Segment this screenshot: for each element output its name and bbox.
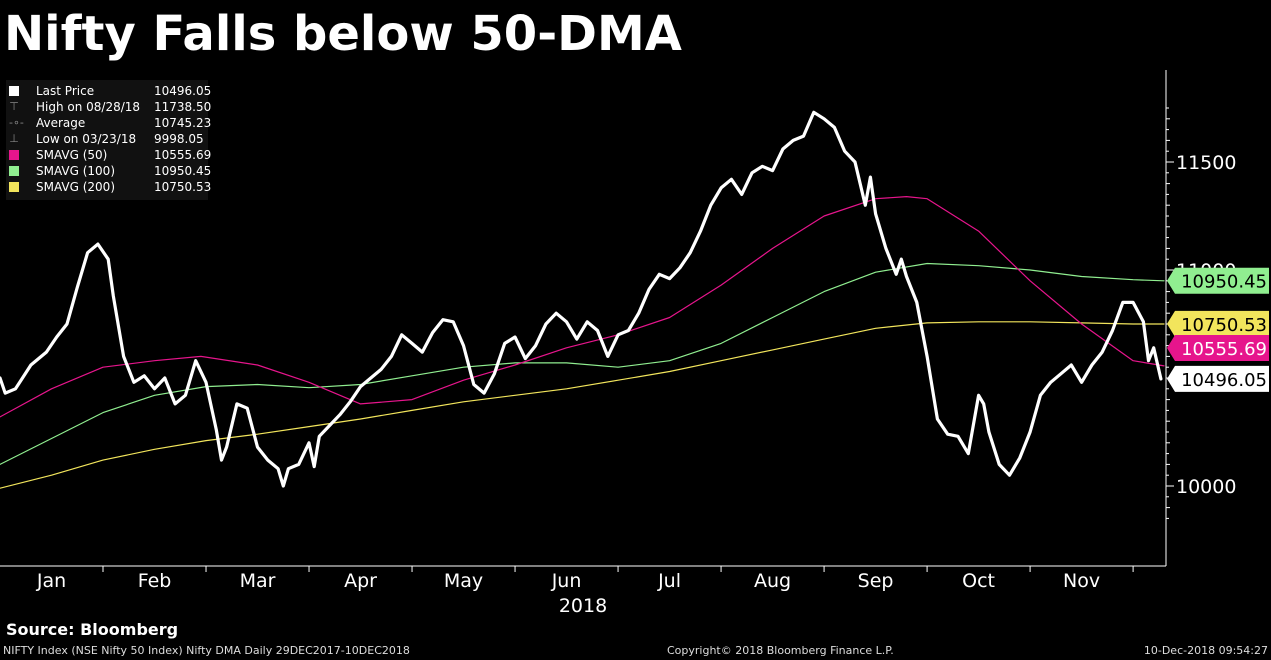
- end-value-text: 10496.05: [1181, 370, 1267, 391]
- source-note: Source: Bloomberg: [6, 620, 179, 639]
- series-layer: [0, 110, 1165, 489]
- legend-item: SMAVG (50) 10555.69: [6, 147, 212, 163]
- y-tick-label: 10000: [1176, 476, 1236, 498]
- x-tick-label: Jan: [36, 570, 66, 592]
- end-value-text: 10750.53: [1181, 315, 1267, 336]
- end-value-tag: [1167, 267, 1269, 294]
- legend-marker-icon: ⊥: [9, 132, 19, 145]
- legend-label: SMAVG (50): [36, 148, 108, 162]
- chart-title: Nifty Falls below 50-DMA: [4, 6, 682, 62]
- legend-value: 10745.23: [154, 116, 212, 130]
- x-tick-label: Feb: [138, 570, 172, 592]
- end-value-text: 10950.45: [1181, 272, 1267, 293]
- legend-value: 10950.45: [154, 164, 212, 178]
- legend-value: 10750.53: [154, 180, 212, 194]
- end-value-label: 10950.45: [1167, 267, 1269, 294]
- series-line-smavg-50: [0, 196, 1165, 418]
- x-tick-label: May: [444, 570, 483, 592]
- legend-marker-icon: ⊤: [9, 100, 19, 113]
- legend-label: Low on 03/23/18: [36, 132, 137, 146]
- x-tick-label: Sep: [858, 570, 894, 592]
- legend-value: 11738.50: [154, 100, 212, 114]
- legend-swatch: [9, 86, 19, 96]
- x-tick-label: Aug: [754, 570, 791, 592]
- end-value-tag: [1167, 365, 1269, 392]
- legend-value: 10555.69: [154, 148, 212, 162]
- x-tick-label: Nov: [1063, 570, 1100, 592]
- end-value-label: 10750.53: [1167, 310, 1269, 337]
- legend-label: SMAVG (200): [36, 180, 116, 194]
- y-tick-label: 11500: [1176, 152, 1236, 174]
- legend-swatch: [9, 166, 19, 176]
- end-value-tag: [1167, 334, 1269, 361]
- legend: Last Price 10496.05 ⊤ High on 08/28/18 11738…: [6, 80, 212, 200]
- series-line-smavg-100: [0, 262, 1165, 465]
- footer-timestamp: 10-Dec-2018 09:54:27: [1143, 644, 1268, 657]
- legend-swatch: [9, 182, 19, 192]
- legend-item: Last Price 10496.05: [6, 83, 212, 99]
- legend-item: SMAVG (200) 10750.53: [6, 179, 212, 195]
- legend-label: SMAVG (100): [36, 164, 116, 178]
- x-tick-label: Mar: [240, 570, 276, 592]
- legend-swatch: [9, 150, 19, 160]
- x-tick-label: Oct: [962, 570, 995, 592]
- x-tick-label: Jul: [657, 570, 681, 592]
- end-value-label: 10555.69: [1167, 334, 1269, 361]
- legend-item: ⊤ High on 08/28/18 11738.50: [6, 99, 212, 115]
- legend-label: Average: [36, 116, 86, 130]
- end-value-tag: [1167, 310, 1269, 337]
- footer-copyright: Copyright© 2018 Bloomberg Finance L.P.: [667, 644, 894, 657]
- legend-value: 10496.05: [154, 84, 212, 98]
- footer-ticker-info: NIFTY Index (NSE Nifty 50 Index) Nifty D…: [3, 644, 410, 657]
- legend-label: Last Price: [36, 84, 95, 98]
- legend-item: SMAVG (100) 10950.45: [6, 163, 212, 179]
- end-value-text: 10555.69: [1181, 339, 1267, 360]
- x-tick-label: Apr: [344, 570, 377, 592]
- legend-item: ⊥ Low on 03/23/18 9998.05: [6, 131, 208, 147]
- x-axis-year-label: 2018: [559, 595, 607, 617]
- x-tick-label: Jun: [551, 570, 582, 592]
- end-value-label: 10496.05: [1167, 365, 1269, 392]
- series-line-last-price: [0, 110, 1163, 488]
- legend-marker-icon: -∘-: [9, 116, 24, 129]
- legend-label: High on 08/28/18: [36, 100, 141, 114]
- end-label-layer: 10950.45 10750.53 10555.69 10496.05: [1167, 267, 1269, 392]
- legend-value: 9998.05: [154, 132, 204, 146]
- series-line-smavg-200: [0, 321, 1165, 489]
- legend-item: -∘- Average 10745.23: [6, 115, 212, 131]
